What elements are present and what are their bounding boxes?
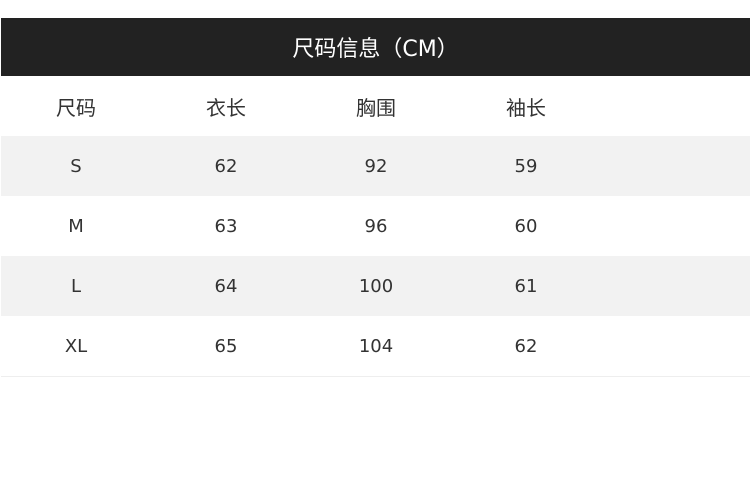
cell-size: S bbox=[70, 155, 82, 177]
cell-length: 65 bbox=[214, 335, 238, 357]
header-chest: 胸围 bbox=[356, 95, 396, 120]
cell-size: XL bbox=[64, 335, 88, 357]
header-size: 尺码 bbox=[56, 95, 96, 120]
header-length: 衣长 bbox=[206, 95, 246, 120]
table-header-row: 尺码 衣长 胸围 袖长 bbox=[1, 76, 750, 136]
table-row: S 62 92 59 bbox=[1, 136, 750, 196]
cell-sleeve: 61 bbox=[514, 275, 538, 297]
cell-size: M bbox=[68, 215, 84, 237]
cell-chest: 92 bbox=[364, 155, 388, 177]
table-row: XL 65 104 62 bbox=[1, 316, 750, 377]
size-table: 尺码 衣长 胸围 袖长 S 62 92 59 M 63 96 60 L 64 1… bbox=[1, 76, 750, 377]
table-row: M 63 96 60 bbox=[1, 196, 750, 256]
cell-length: 63 bbox=[214, 215, 238, 237]
cell-chest: 104 bbox=[358, 335, 394, 357]
cell-length: 64 bbox=[214, 275, 238, 297]
cell-length: 62 bbox=[214, 155, 238, 177]
cell-sleeve: 59 bbox=[514, 155, 538, 177]
cell-sleeve: 60 bbox=[514, 215, 538, 237]
cell-chest: 100 bbox=[358, 275, 394, 297]
size-chart-title: 尺码信息（CM） bbox=[1, 18, 750, 76]
cell-size: L bbox=[70, 275, 82, 297]
table-row: L 64 100 61 bbox=[1, 256, 750, 316]
header-sleeve: 袖长 bbox=[506, 95, 546, 120]
cell-sleeve: 62 bbox=[514, 335, 538, 357]
cell-chest: 96 bbox=[364, 215, 388, 237]
